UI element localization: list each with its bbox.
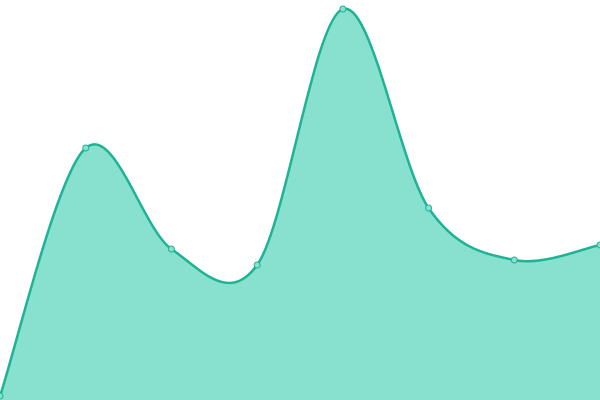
- point: [510, 256, 518, 264]
- point: [167, 245, 175, 253]
- area-fill: [0, 8, 600, 400]
- point: [0, 392, 4, 400]
- point: [425, 204, 433, 212]
- point: [253, 261, 261, 269]
- point: [596, 241, 600, 249]
- point: [339, 5, 347, 13]
- point: [82, 144, 90, 152]
